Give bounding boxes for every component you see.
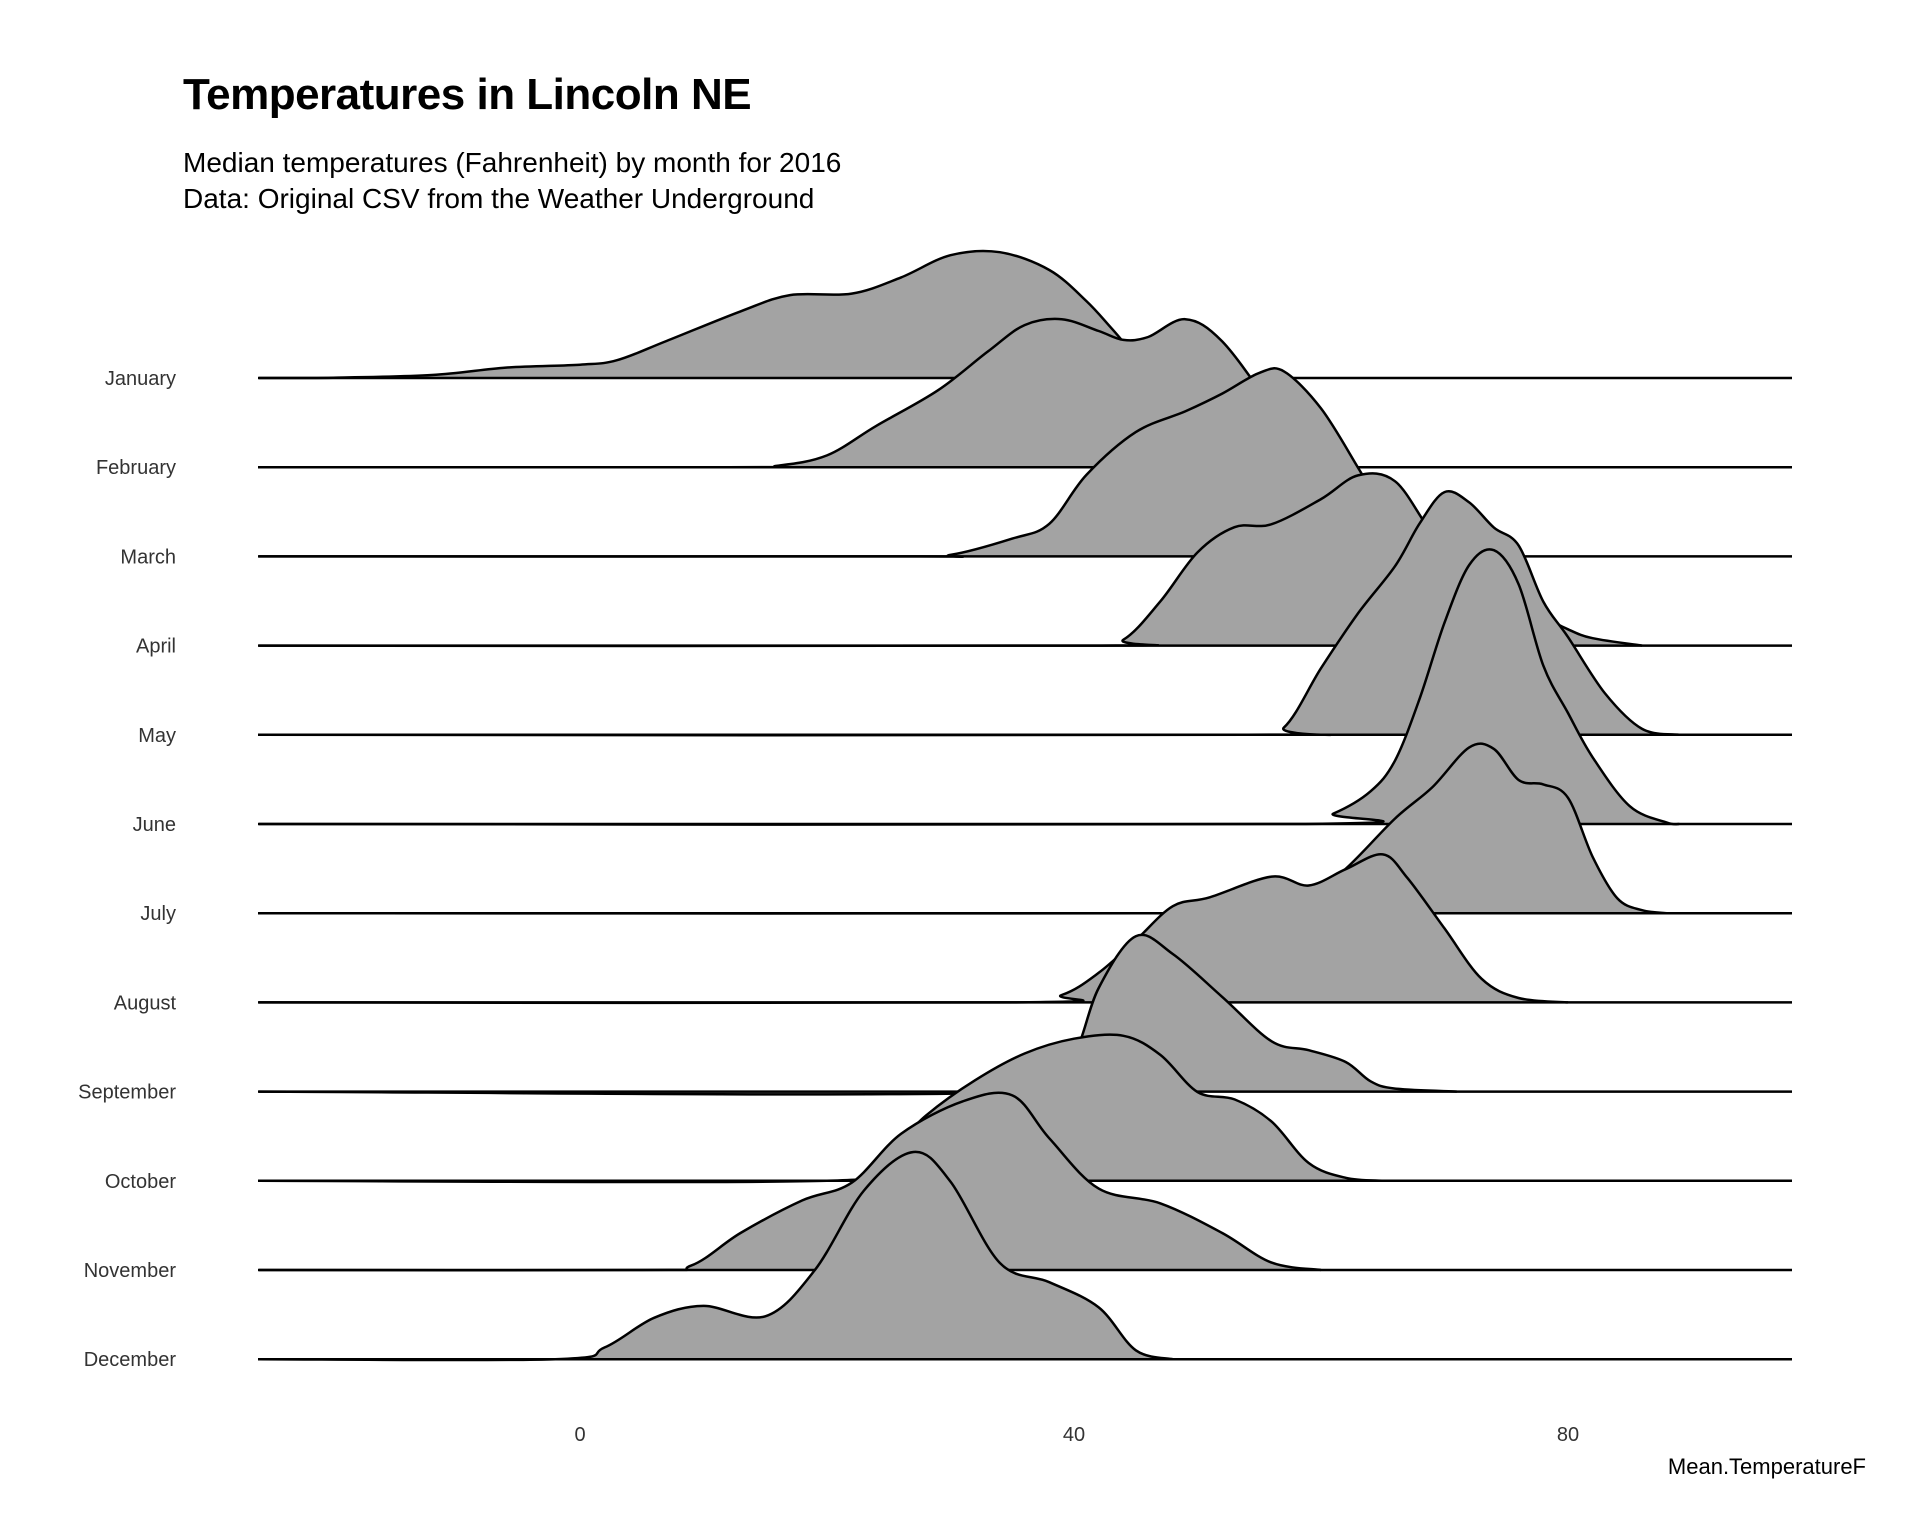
y-label-june: June [133,814,176,836]
ridge-february [258,317,1792,469]
x-tick-label-80: 80 [1557,1424,1579,1446]
y-label-december: December [84,1349,177,1371]
y-label-february: February [96,457,176,479]
ridge-line-june [258,548,1680,827]
ridge-fill-july [258,743,1667,914]
x-axis-ticks: 0 40 80 [574,1424,1579,1446]
ridge-august [258,853,1792,1005]
ridge-fill-march [258,368,1420,557]
ridges-layer [258,249,1792,1362]
ridge-fill-april [258,473,1643,647]
y-label-april: April [136,636,176,658]
ridge-line-november [258,1091,1322,1272]
y-label-august: August [114,992,177,1014]
ridge-fill-october [258,1034,1383,1183]
y-label-january: January [105,368,176,390]
x-tick-label-0: 0 [574,1424,585,1446]
ridge-fill-august [258,854,1568,1003]
chart-subtitle: Median temperatures (Fahrenheit) by mont… [183,145,841,217]
subtitle-line-1: Median temperatures (Fahrenheit) by mont… [183,147,842,178]
y-label-september: September [78,1082,176,1104]
y-label-november: November [84,1260,177,1282]
ridge-may [258,490,1792,737]
x-axis-title: Mean.TemperatureF [1668,1454,1866,1479]
ridge-line-february [258,317,1322,469]
y-label-october: October [105,1171,176,1193]
ridge-line-december [258,1150,1174,1362]
y-label-may: May [138,725,176,747]
y-axis-labels: January February March April May June July Augu… [78,368,176,1371]
chart-title: Temperatures in Lincoln NE [183,70,752,119]
ridge-line-october [258,1033,1383,1184]
ridge-line-march [258,367,1421,558]
ridge-april [258,472,1792,648]
ridge-march [258,367,1792,558]
x-tick-label-40: 40 [1063,1424,1085,1446]
ridge-line-may [258,490,1680,737]
ridge-fill-december [258,1151,1173,1361]
ridge-fill-february [258,318,1321,468]
y-label-march: March [120,546,176,568]
ridge-december [258,1150,1792,1362]
ridge-november [258,1091,1792,1272]
ridge-fill-may [258,491,1680,736]
ridge-fill-november [258,1092,1321,1271]
ridge-line-august [258,853,1569,1005]
subtitle-line-2: Data: Original CSV from the Weather Unde… [183,183,815,214]
y-label-july: July [140,903,176,925]
